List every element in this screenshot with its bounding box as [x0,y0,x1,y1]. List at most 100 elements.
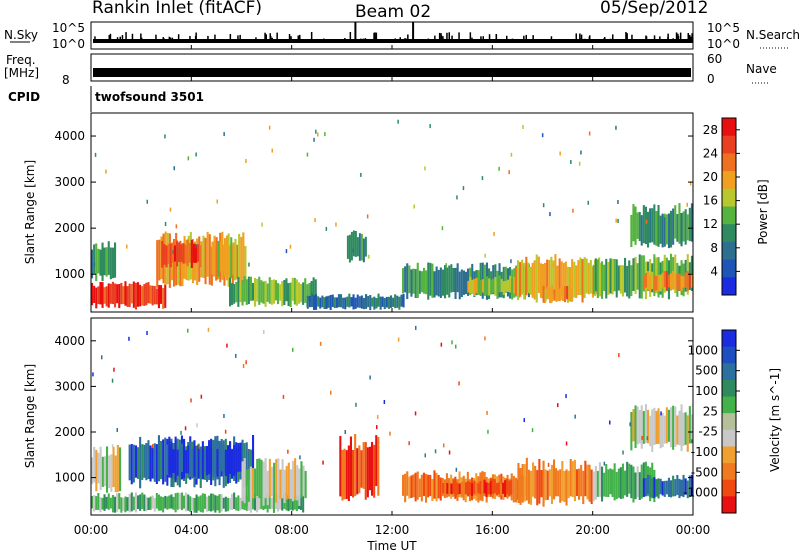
power-echo-cell [362,238,365,263]
nsky-spike [310,32,313,43]
power-echo-cell [686,271,689,291]
power-echo-cell [684,209,687,245]
velocity-echo-cell [500,483,503,496]
power-echo-cell [173,245,176,262]
velocity-echo-region [91,492,305,513]
velocity-echo-cell [446,483,449,494]
power-scatter-pixel [324,132,326,137]
velocity-echo-cell [427,474,430,498]
velocity-scatter-pixel [455,344,457,349]
nsky-spike [407,34,409,43]
velocity-echo-cell [402,474,405,496]
colorbar-tick-label: 100 [695,384,718,398]
power-echo-cell [450,264,453,293]
power-scatter-pixel [314,218,316,223]
velocity-scatter-pixel [330,390,332,395]
velocity-echo-cell [132,496,135,511]
power-echo-cell [262,281,265,304]
velocity-echo-cell [360,450,363,488]
power-echo-region [630,203,693,249]
power-echo-cell [550,256,553,304]
nsky-spike [229,34,232,43]
power-echo-cell [513,277,516,294]
colorbar-segment [722,479,736,497]
power-echo-cell [270,280,273,305]
velocity-echo-region [517,457,593,507]
power-echo-cell [335,297,338,308]
velocity-scatter-pixel [609,420,611,425]
power-echo-cell [420,271,423,293]
power-echo-cell [109,283,112,304]
power-echo-cell [649,275,652,292]
power-echo-cell [103,287,106,304]
power-echo-cell [128,283,131,307]
nsky-frame [90,21,694,50]
nsky-spike [651,39,653,43]
power-colorbar: 4 8 12 16 20 24 28 [703,117,740,296]
nsky-spike [584,38,586,43]
power-echo-cell [647,211,650,248]
power-echo-cell [544,288,547,302]
power-echo-cell [360,233,363,261]
velocity-scatter-pixel [531,428,534,433]
power-echo-cell [621,265,624,297]
velocity-echo-cell [553,459,556,500]
power-echo-cell [236,244,239,279]
velocity-echo-cell [640,405,643,449]
nsky-spike [678,40,681,43]
colorbar-tick-label: -500 [691,465,718,479]
power-echo-cell [143,284,146,306]
power-echo-cell [638,254,641,299]
power-echo-cell [473,278,476,296]
power-echo-cell [605,258,608,299]
xtick-label: 16:00 [475,523,510,537]
nave-tick-top: 60 [707,52,722,66]
colorbar-segment [722,463,736,481]
velocity-echo-cell [460,481,463,497]
velocity-echo-cell [235,442,238,473]
velocity-echo-cell [684,478,687,495]
power-echo-cell [137,282,140,307]
power-echo-cell [613,258,616,292]
power-echo-cell [126,286,129,307]
power-echo-cell [186,239,189,267]
velocity-echo-cell [224,496,227,512]
velocity-echo-cell [260,495,263,510]
power-echo-cell [640,215,643,246]
power-echo-cell [181,243,184,287]
velocity-echo-cell [680,479,683,497]
velocity-echo-cell [226,497,229,512]
velocity-echo-cell [201,441,204,480]
power-echo-cell [188,243,191,263]
velocity-echo-cell [266,470,269,506]
velocity-echo-cell [530,470,533,505]
velocity-echo-cell [285,492,288,511]
power-echo-cell [364,236,367,257]
power-echo-cell [507,279,510,292]
power-echo-cell [504,266,507,293]
velocity-echo-cell [289,469,292,499]
xtick-label: 12:00 [375,523,410,537]
nsky-tick-top: 10^5 [52,21,85,35]
velocity-echo-cell [235,497,238,511]
power-echo-cell [667,274,670,288]
velocity-echo-cell [233,444,236,476]
velocity-echo-cell [592,471,595,502]
velocity-scatter-pixel [101,355,103,360]
velocity-scatter-pixel [484,336,486,341]
velocity-echo-cell [197,496,200,511]
colorbar-tick-label: 500 [695,364,718,378]
power-scatter-pixel [271,148,273,153]
power-scatter-pixel [164,222,167,226]
velocity-echo-cell [371,441,374,496]
power-echo-cell [492,278,495,294]
velocity-scatter-pixel [574,414,576,419]
power-echo-cell [344,297,347,310]
velocity-echo-cell [137,495,140,510]
velocity-echo-cell [469,482,472,496]
velocity-echo-cell [174,493,177,513]
velocity-ylabel: Slant Range [km] [23,364,37,468]
power-echo-cell [314,279,317,305]
colorbar-segment [722,135,736,154]
power-echo-cell [548,260,551,297]
